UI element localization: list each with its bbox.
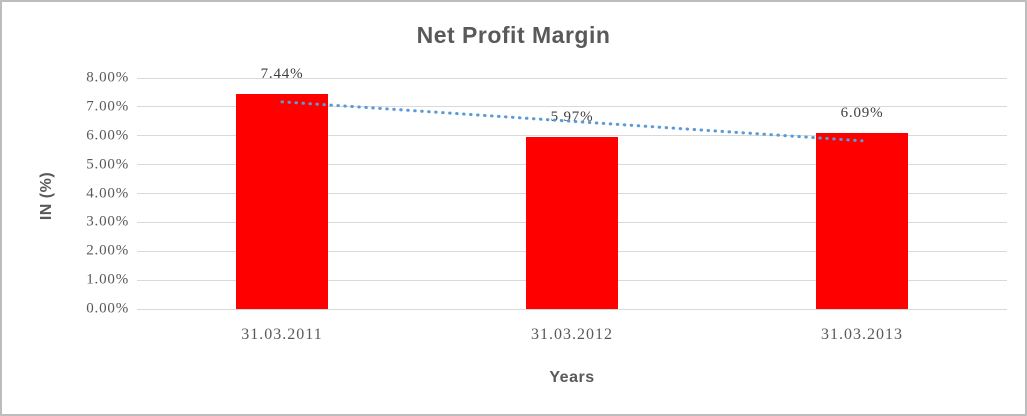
bar-data-label: 5.97% [550,108,594,125]
chart-bar [236,94,328,309]
y-tick-label: 2.00% [86,242,129,259]
y-tick-label: 8.00% [86,69,129,86]
bar-data-label: 6.09% [840,105,884,122]
gridline [137,77,1007,79]
chart-bar [816,133,908,309]
y-tick-label: 5.00% [86,156,129,173]
x-category-label: 31.03.2012 [531,326,613,343]
plot-area: 7.44% 5.97% 6.09% [137,66,1007,310]
chart-title: Net Profit Margin [416,22,611,48]
x-category-label: 31.03.2011 [241,326,323,343]
x-axis-title: Years [549,369,595,386]
y-tick-label: 3.00% [86,213,129,230]
chart-bar [526,136,618,309]
y-tick-label: 7.00% [86,98,129,115]
y-tick-label: 6.00% [86,127,129,144]
y-tick-label: 1.00% [86,271,129,288]
x-category-label: 31.03.2013 [821,326,903,343]
y-tick-label: 4.00% [86,185,129,201]
gridline [137,308,1007,310]
y-tick-label: 0.00% [86,300,129,317]
bar-data-label: 7.44% [260,66,304,83]
